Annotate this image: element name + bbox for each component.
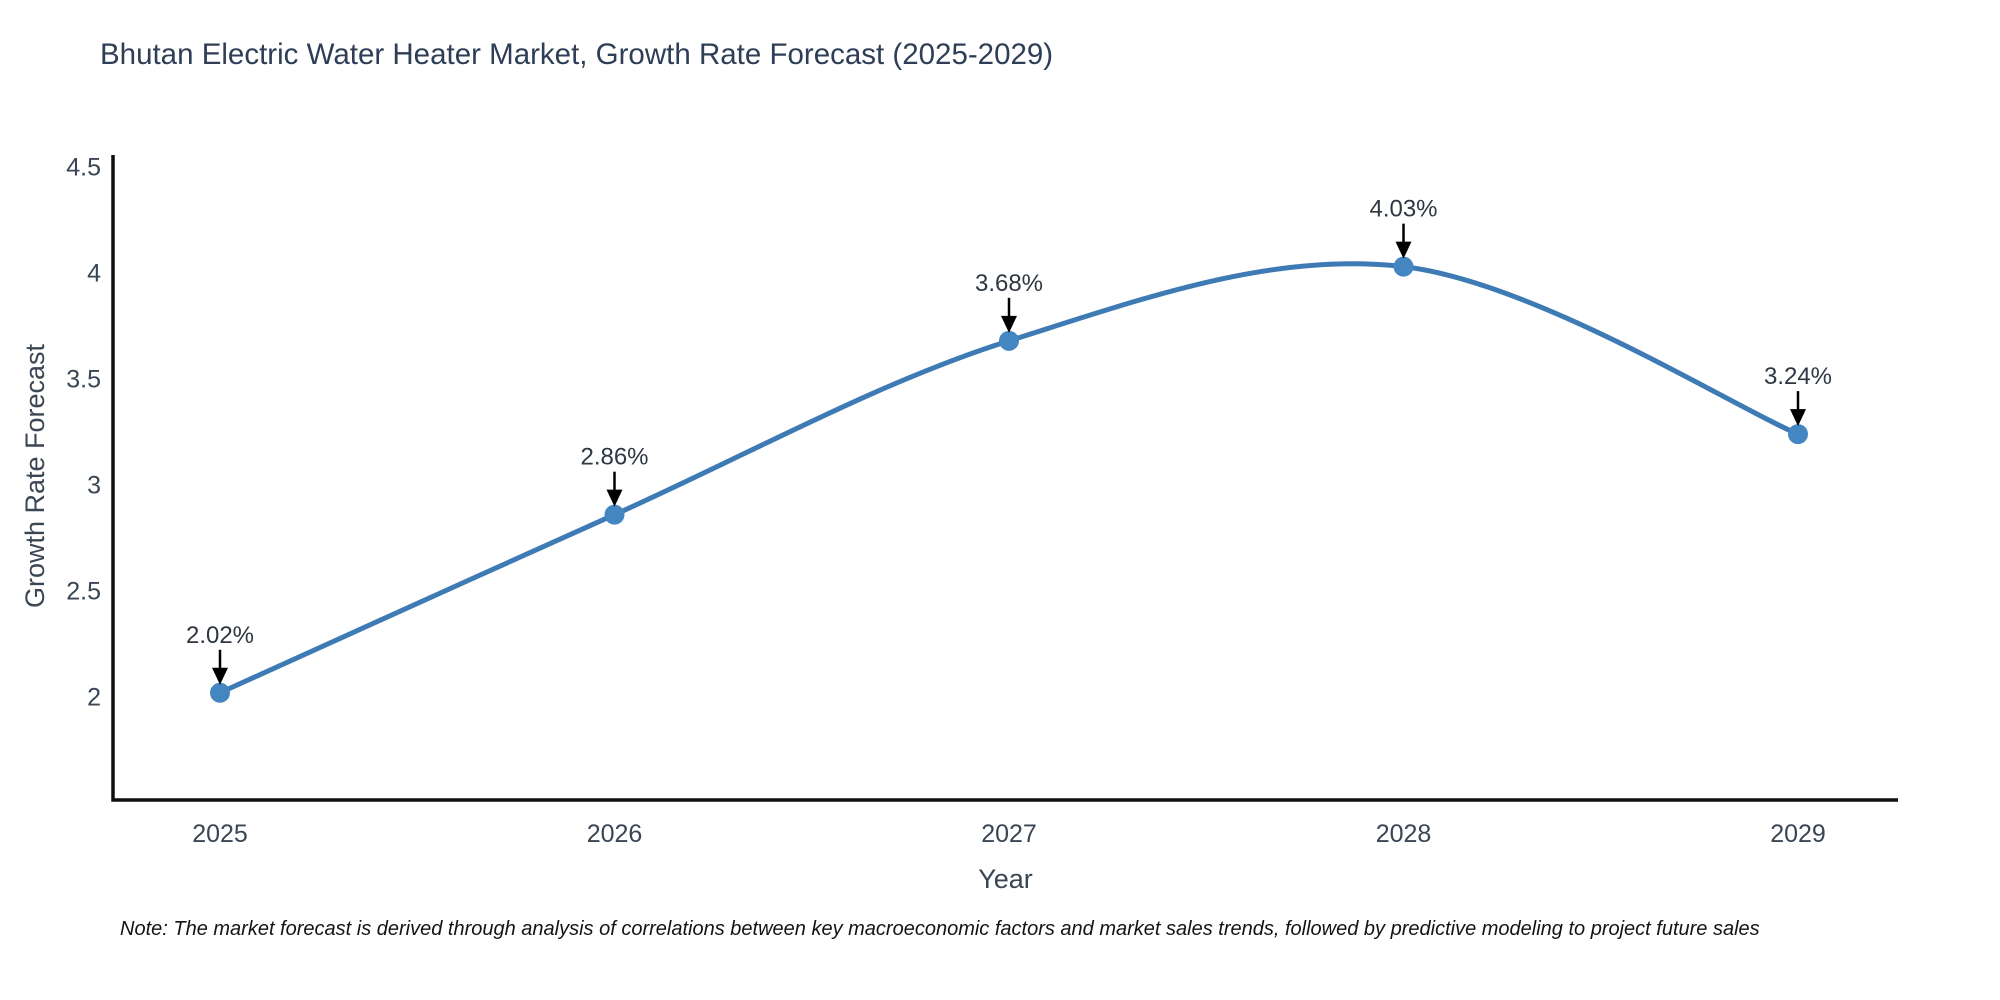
y-tick-label: 3 (87, 472, 101, 500)
data-point-marker-2027 (999, 330, 1019, 351)
axes-lines (111, 155, 1898, 802)
data-point-marker-2029 (1788, 424, 1808, 445)
annotation-arrowhead-icon (212, 667, 228, 685)
x-tick-label: 2029 (1770, 820, 1826, 848)
annotation-arrowhead-icon (606, 489, 623, 507)
x-tick-label: 2025 (192, 820, 248, 848)
x-tick-label: 2026 (587, 820, 643, 848)
y-tick-label: 3.5 (66, 366, 101, 394)
chart-title: Bhutan Electric Water Heater Market, Gro… (100, 38, 1054, 71)
data-point-label-2025: 2.02% (186, 622, 254, 649)
x-tick-label: 2027 (981, 820, 1037, 848)
y-tick-label: 4 (87, 260, 101, 288)
data-point-marker-2025 (210, 682, 230, 703)
data-point-label-2026: 2.86% (580, 444, 648, 471)
y-axis-title: Growth Rate Forecast (20, 343, 50, 608)
data-point-label-2029: 3.24% (1764, 363, 1832, 390)
y-tick-label: 2.5 (66, 578, 101, 606)
footnote: Note: The market forecast is derived thr… (120, 918, 1760, 940)
y-tick-label: 4.5 (66, 154, 101, 182)
x-axis-title: Year (978, 864, 1033, 894)
annotation-arrowhead-icon (1790, 409, 1806, 427)
data-point-label-2027: 3.68% (975, 270, 1043, 297)
data-point-label-2028: 4.03% (1369, 196, 1437, 223)
data-point-marker-2026 (604, 504, 625, 525)
y-tick-label: 2 (87, 684, 101, 712)
annotation-arrowhead-icon (1395, 241, 1412, 259)
data-point-marker-2028 (1393, 256, 1414, 277)
x-tick-label: 2028 (1376, 820, 1432, 848)
annotation-arrowhead-icon (1001, 315, 1017, 333)
